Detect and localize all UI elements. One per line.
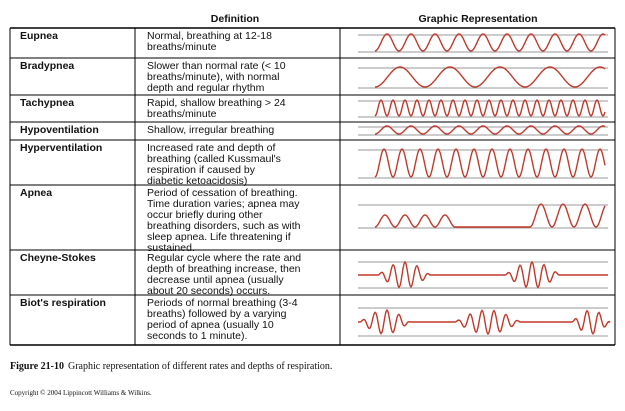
wave xyxy=(374,98,606,118)
header: Graphic Representation xyxy=(418,13,537,25)
definition-line: Shallow, irregular breathing xyxy=(147,124,274,136)
definition-line: Period of cessation of breathing. xyxy=(147,187,298,199)
term: Cheyne-Stokes xyxy=(20,252,96,264)
wave xyxy=(358,260,608,289)
definition-line: diabetic ketoacidosis) xyxy=(147,175,247,187)
term: Eupnea xyxy=(20,30,58,42)
caption: Figure 21-10 Graphic representation of di… xyxy=(10,361,332,372)
definition-line: decrease until apnea (usually xyxy=(147,274,284,286)
term: Apnea xyxy=(20,187,52,199)
term: Bradypnea xyxy=(20,60,74,72)
definition-line: breaths/minute xyxy=(147,41,217,53)
definition-line: depth and regular rhythm xyxy=(147,82,265,94)
caption-text: Graphic representation of different rate… xyxy=(68,361,332,372)
term: Biot's respiration xyxy=(20,297,106,309)
definition-line: Normal, breathing at 12-18 xyxy=(147,30,272,42)
definition-line: breathing disorders, such as with xyxy=(147,220,301,232)
definition-line: period of apnea (usually 10 xyxy=(147,319,274,331)
wave xyxy=(374,203,606,228)
definition-line: respiration if caused by xyxy=(147,164,256,176)
wave xyxy=(374,33,606,52)
caption-label: Figure 21-10 xyxy=(10,361,64,372)
definition-line: Periods of normal breathing (3-4 xyxy=(147,297,298,309)
definition-line: Slower than normal rate (< 10 xyxy=(147,60,286,72)
definition-line: about 20 seconds) occurs. xyxy=(147,285,270,297)
definition-line: breathing (called Kussmaul's xyxy=(147,153,281,165)
definition-line: depth of breathing increase, then xyxy=(147,263,301,275)
wave xyxy=(374,125,606,135)
definition-line: Increased rate and depth of xyxy=(147,142,276,154)
term: Tachypnea xyxy=(20,97,74,109)
definition-line: Time duration varies; apnea may xyxy=(147,198,300,210)
copyright: Copyright © 2004 Lippincott Williams & W… xyxy=(10,389,152,397)
definition-line: breaths/minute), with normal xyxy=(147,71,279,83)
definition-line: Rapid, shallow breathing > 24 xyxy=(147,97,286,109)
wave xyxy=(374,148,606,178)
definition-line: breaths) followed by a varying xyxy=(147,308,287,320)
definition-line: breaths/minute xyxy=(147,108,217,120)
wave xyxy=(358,308,611,336)
header: Definition xyxy=(211,13,259,25)
definition-line: seconds to 1 minute). xyxy=(147,330,247,342)
term: Hypoventilation xyxy=(20,124,99,136)
definition-line: Regular cycle where the rate and xyxy=(147,252,301,264)
wave xyxy=(374,66,606,88)
term: Hyperventilation xyxy=(20,142,102,154)
definition-line: sleep apnea. Life threatening if xyxy=(147,231,291,243)
definition-line: sustained. xyxy=(147,242,195,254)
definition-line: occur briefly during other xyxy=(147,209,263,221)
